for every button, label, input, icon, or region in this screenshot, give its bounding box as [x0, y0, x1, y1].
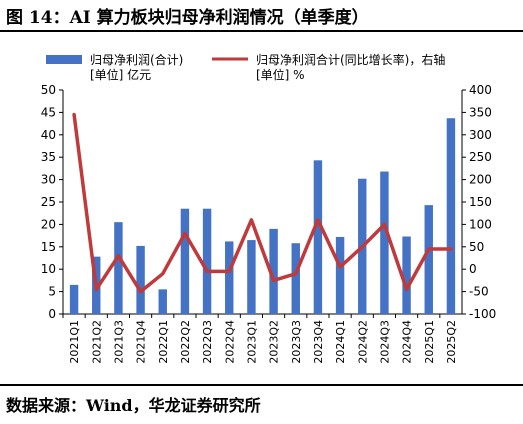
right-tick-label: -100 [469, 307, 496, 321]
left-tick-label: 50 [41, 83, 56, 97]
left-tick-label: 20 [41, 217, 56, 231]
x-tick-label: 2024Q2 [356, 320, 369, 364]
x-tick-label: 2023Q2 [268, 320, 281, 364]
bar [136, 245, 145, 314]
bar [446, 118, 456, 314]
right-tick-label: 100 [469, 217, 492, 231]
left-tick-label: 30 [41, 173, 56, 187]
x-tick-label: 2021Q1 [68, 320, 81, 364]
legend: 归母净利润(合计) [单位] 亿元 归母净利润合计(同比增长率)，右轴 [单位]… [46, 52, 445, 82]
bar [158, 289, 167, 314]
right-tick-label: 150 [469, 195, 492, 209]
bar [69, 284, 79, 314]
right-tick-label: 400 [469, 83, 492, 97]
bar [335, 236, 345, 314]
right-tick-label: -50 [469, 285, 489, 299]
bar [291, 243, 300, 314]
left-tick-label: 35 [41, 150, 56, 164]
x-tick-label: 2023Q3 [290, 320, 303, 364]
x-tick-label: 2022Q2 [179, 320, 192, 364]
x-tick-label: 2021Q4 [135, 320, 148, 364]
x-tick-label: 2021Q3 [112, 320, 125, 364]
left-tick-label: 15 [41, 240, 56, 254]
legend-line-unit: [单位] % [256, 67, 305, 82]
bar [114, 222, 123, 314]
x-tick-label: 2022Q4 [223, 320, 236, 364]
left-tick-label: 25 [41, 195, 56, 209]
bar [380, 171, 389, 314]
bar [313, 160, 323, 314]
x-tick-label: 2025Q2 [445, 320, 458, 364]
x-tick-label: 2024Q1 [334, 320, 347, 364]
bar [180, 208, 190, 314]
top-divider [0, 30, 523, 32]
chart-title: 图 14：AI 算力板块归母净利润情况（单季度） [6, 8, 369, 28]
x-tick-label: 2022Q3 [201, 320, 214, 364]
right-tick-label: 300 [469, 128, 492, 142]
right-tick-label: 0 [469, 262, 477, 276]
left-tick-label: 40 [41, 128, 56, 142]
legend-bar-swatch [46, 55, 82, 64]
bar [269, 228, 278, 314]
x-tick-label: 2025Q1 [423, 320, 436, 364]
chart: 归母净利润(合计) [单位] 亿元 归母净利润合计(同比增长率)，右轴 [单位]… [41, 52, 497, 364]
bar [225, 241, 234, 314]
source-note: 数据来源：Wind，华龙证券研究所 [6, 396, 261, 415]
right-tick-label: 250 [469, 150, 492, 164]
x-tick-label: 2023Q4 [312, 320, 325, 364]
bottom-divider [0, 384, 523, 386]
right-tick-label: 50 [469, 240, 484, 254]
bar [424, 205, 433, 314]
legend-bar-unit: [单位] 亿元 [90, 67, 151, 82]
growth-rate-line [72, 112, 453, 294]
left-tick-label: 0 [48, 307, 56, 321]
legend-line-label: 归母净利润合计(同比增长率)，右轴 [256, 52, 445, 67]
left-tick-label: 45 [41, 105, 56, 119]
x-tick-label: 2021Q2 [90, 320, 103, 364]
x-tick-label: 2022Q1 [157, 320, 170, 364]
bar [247, 240, 256, 314]
x-tick-label: 2024Q3 [378, 320, 391, 364]
plot-area: 0 5 10 15 20 25 30 35 40 45 50 -100 -50 0 50 100 150 200 2… [41, 83, 497, 364]
bar [202, 208, 212, 314]
x-tick-label: 2023Q1 [245, 320, 258, 364]
left-tick-label: 5 [48, 285, 56, 299]
x-tick-label: 2024Q4 [401, 320, 414, 364]
right-tick-label: 350 [469, 105, 492, 119]
legend-bar-label: 归母净利润(合计) [90, 52, 183, 67]
bar [402, 236, 411, 314]
left-tick-label: 10 [41, 262, 56, 276]
right-tick-label: 200 [469, 173, 492, 187]
